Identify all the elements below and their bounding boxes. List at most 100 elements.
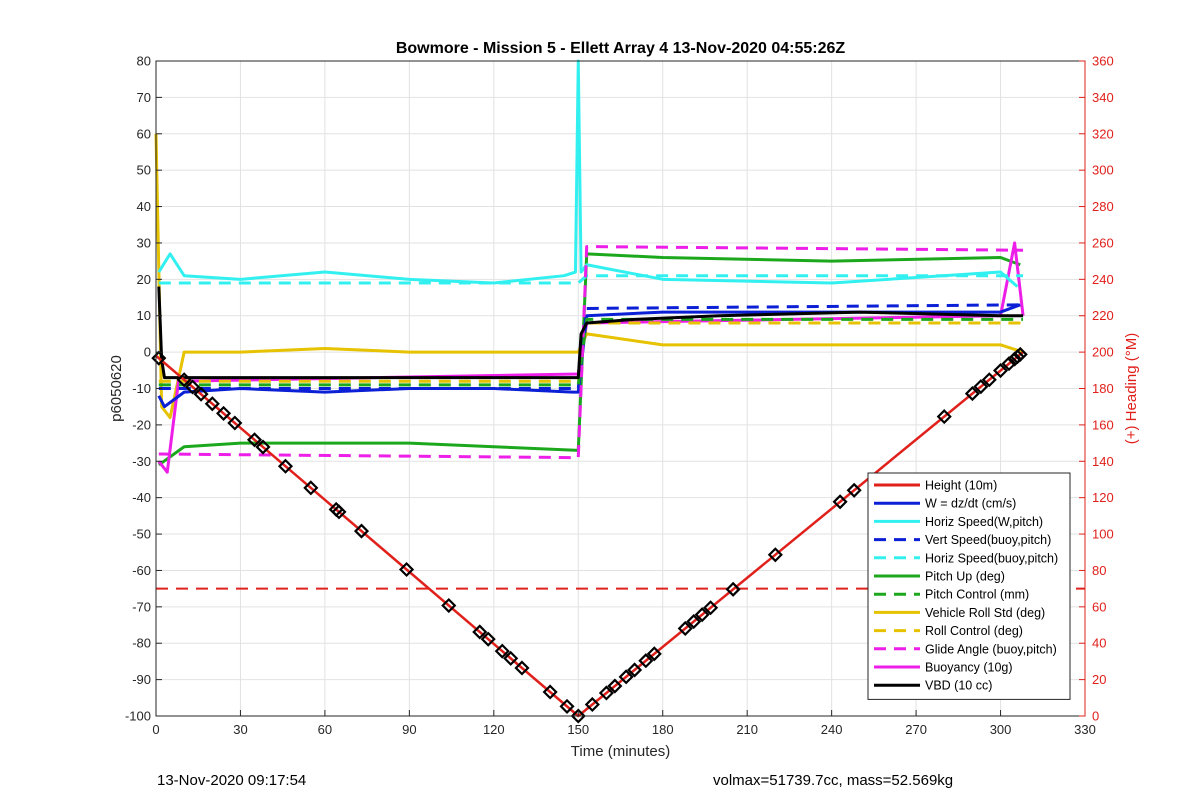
series-line [158,317,1024,387]
y-left-tick-label: 50 [137,163,151,178]
footer-summary: volmax=51739.7cc, mass=52.569kg [713,772,954,789]
y-right-tick-label: 120 [1092,490,1114,505]
y-left-tick-label: -50 [132,527,151,542]
dive-marker [570,708,586,724]
dive-marker [255,439,271,455]
dive-marker [981,372,997,388]
y-left-tick-label: -30 [132,454,151,469]
y-right-tick-label: 80 [1092,563,1106,578]
legend-label: Buoyancy (10g) [925,661,1013,675]
dive-marker [503,650,519,666]
dive-marker [694,607,710,623]
dive-marker [542,684,558,700]
y-left-tick-label: 30 [137,235,151,250]
y-left-tick-label: 70 [137,90,151,105]
dive-marker [185,379,201,395]
y-left-tick-label: -100 [125,709,151,724]
dive-marker [1012,346,1028,362]
y-left-tick-label: 20 [137,272,151,287]
dive-marker [353,523,370,539]
dive-marker [494,643,510,659]
y-left-tick-label: 60 [137,126,151,141]
y-axis-label-left: p6050620 [108,355,125,422]
y-left-tick-label: -70 [132,599,151,614]
y-left-tick-label: 80 [137,54,151,69]
x-tick-label: 270 [905,722,927,737]
dive-marker [607,678,623,694]
dive-marker [1001,356,1017,372]
dive-marker [584,696,600,713]
dive-marker [725,581,741,597]
series-line [157,252,1021,467]
legend-label: Pitch Control (mm) [925,588,1029,602]
dive-marker [246,432,263,448]
series-line [158,245,1024,460]
y-right-tick-label: 320 [1092,126,1114,141]
legend-label: Roll Control (deg) [925,624,1023,638]
y-left-tick-label: -40 [132,490,151,505]
y-right-tick-label: 340 [1092,90,1114,105]
dive-marker [992,362,1009,379]
y-right-tick-label: 60 [1092,599,1106,614]
x-tick-label: 30 [233,722,247,737]
dive-marker [832,494,848,510]
dive-marker [151,350,167,366]
y-right-tick-label: 40 [1092,636,1106,651]
y-right-tick-label: 140 [1092,454,1114,469]
x-axis-label: Time (minutes) [571,743,670,760]
series-line [154,133,1024,420]
legend-label: VBD (10 cc) [925,679,992,693]
y-right-tick-label: 240 [1092,272,1114,287]
x-tick-label: 120 [483,722,505,737]
y-left-tick-label: 0 [144,345,151,360]
legend-label: Horiz Speed(W,pitch) [925,515,1043,529]
x-tick-label: 330 [1074,722,1096,737]
legend-label: Pitch Up (deg) [925,570,1005,584]
x-tick-label: 0 [152,722,159,737]
dive-marker [973,379,989,395]
dive-marker [176,372,192,388]
dive-marker [598,685,614,701]
dive-marker [846,482,862,498]
dive-marker [398,561,415,578]
dive-marker [936,409,952,425]
marker-layer [151,346,1028,724]
legend-label: Height (10m) [925,479,997,493]
x-tick-label: 90 [402,722,416,737]
dive-marker [618,669,634,685]
x-tick-label: 240 [821,722,843,737]
y-right-tick-label: 220 [1092,308,1114,323]
dive-marker [677,620,693,637]
x-tick-label: 180 [652,722,674,737]
chart-title: Bowmore - Mission 5 - Ellett Array 4 13-… [396,40,846,57]
y-right-tick-label: 280 [1092,199,1114,214]
y-right-tick-label: 260 [1092,235,1114,250]
legend-label: Horiz Speed(buoy,pitch) [925,551,1058,565]
dive-marker [686,614,702,630]
x-tick-label: 300 [990,722,1012,737]
legend-label: Glide Angle (buoy,pitch) [925,642,1057,656]
tick-layer: 0 30 60 90 120 150 180 210 240 270 300 330-100-90-8… [125,54,1114,738]
legend-label: Vert Speed(buoy,pitch) [925,533,1051,547]
series-line [157,59,1019,288]
y-right-tick-label: 100 [1092,527,1114,542]
y-left-tick-label: -80 [132,636,151,651]
dive-marker [559,698,575,714]
x-tick-label: 60 [318,722,332,737]
y-right-tick-label: 0 [1092,709,1099,724]
dive-marker [638,653,654,669]
dive-marker [227,415,243,431]
dive-marker [964,386,980,402]
dive-marker [303,480,319,496]
y-left-tick-label: -90 [132,672,151,687]
y-left-tick-label: -10 [132,381,151,396]
legend: Height (10m) W = dz/dt (cm/s) Horiz Speed(… [867,472,1071,700]
dive-marker [441,597,457,614]
dive-marker [480,631,496,647]
series-line [157,241,1025,474]
footer-timestamp: 13-Nov-2020 09:17:54 [157,772,307,789]
y-right-tick-label: 200 [1092,345,1114,360]
legend-label: W = dz/dt (cm/s) [925,497,1016,511]
y-left-tick-label: 40 [137,199,151,214]
